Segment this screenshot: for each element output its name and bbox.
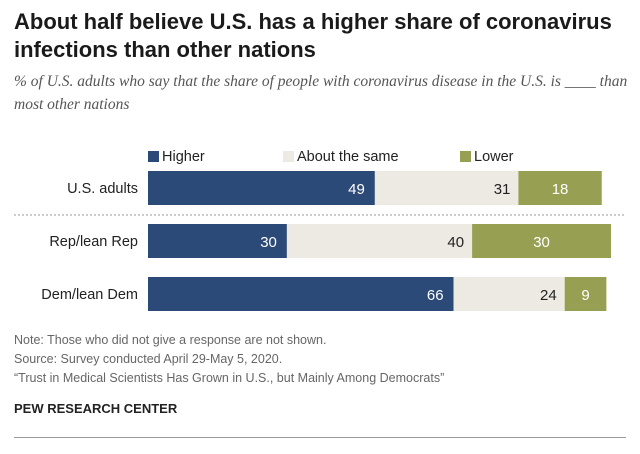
bar-segment xyxy=(148,171,375,205)
data-label: 9 xyxy=(581,287,589,304)
source-text: Source: Survey conducted April 29-May 5,… xyxy=(14,352,283,366)
bar-segment xyxy=(518,171,602,205)
legend-swatch-0 xyxy=(148,151,159,162)
stacked-bar-chart: Higher About the same Lower U.S. adults 49 31… xyxy=(14,149,626,311)
bar-segment xyxy=(453,277,565,311)
data-label: 24 xyxy=(540,287,557,304)
bar-segment xyxy=(472,224,611,258)
brand-logo-text: PEW RESEARCH CENTER xyxy=(14,401,178,416)
legend-swatch-1 xyxy=(283,151,294,162)
legend-swatch-2 xyxy=(460,151,471,162)
chart-title: About half believe U.S. has a higher sha… xyxy=(14,9,612,62)
note-text: Note: Those who did not give a response … xyxy=(14,333,327,347)
bar-segment xyxy=(564,277,607,311)
data-label: 18 xyxy=(552,181,569,198)
category-label: Rep/lean Rep xyxy=(49,234,138,250)
chart-subtitle: % of U.S. adults who say that the share … xyxy=(14,73,628,113)
bar-segment xyxy=(374,171,519,205)
bar-segment xyxy=(148,277,454,311)
data-label: 49 xyxy=(348,181,365,198)
data-label: 30 xyxy=(533,234,550,251)
data-label: 66 xyxy=(427,287,444,304)
bar-segment xyxy=(286,224,473,258)
category-label: U.S. adults xyxy=(67,181,138,197)
report-title: “Trust in Medical Scientists Has Grown i… xyxy=(14,371,445,385)
legend-label-0: Higher xyxy=(162,149,205,165)
notes: Note: Those who did not give a response … xyxy=(14,331,444,388)
legend-label-1: About the same xyxy=(297,149,399,165)
legend-label-2: Lower xyxy=(474,149,514,165)
data-label: 30 xyxy=(260,234,277,251)
data-label: 31 xyxy=(494,181,511,198)
category-label: Dem/lean Dem xyxy=(41,287,138,303)
data-label: 40 xyxy=(447,234,464,251)
bottom-divider xyxy=(14,437,626,438)
bar-segment xyxy=(148,224,287,258)
